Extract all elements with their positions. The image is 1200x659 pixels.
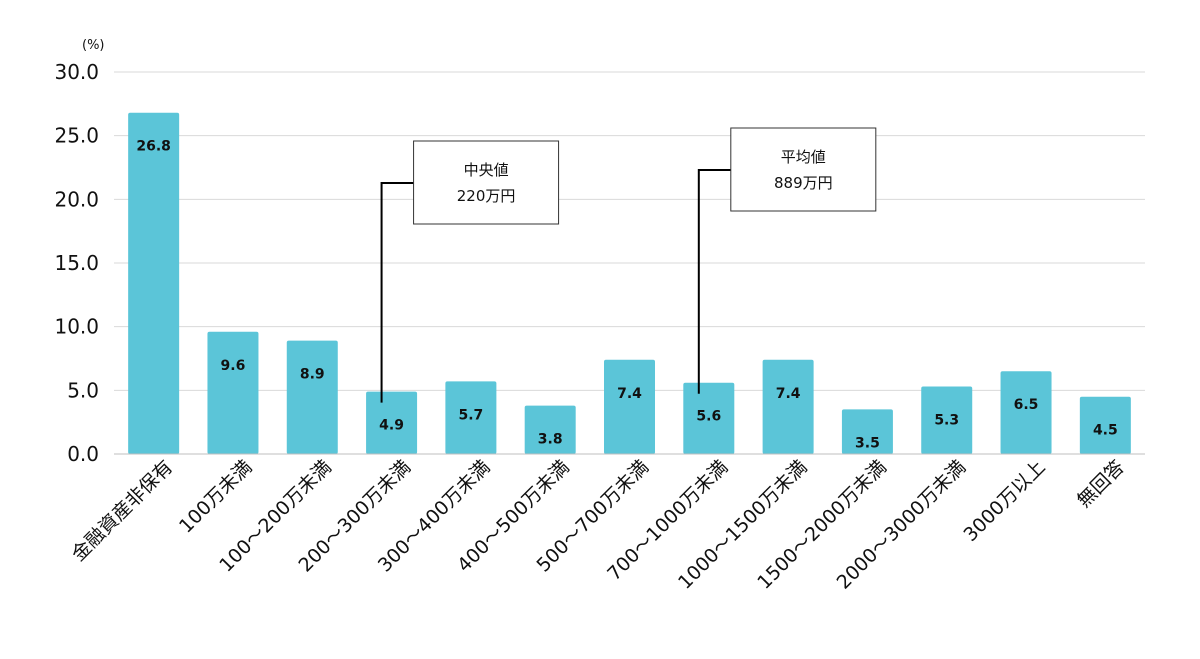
bar	[841, 409, 893, 454]
bar	[207, 331, 259, 454]
y-tick-label: 30.0	[54, 60, 99, 84]
callout-box	[413, 140, 560, 225]
y-tick-label: 10.0	[54, 315, 99, 339]
y-tick-label: 25.0	[54, 124, 99, 148]
callout-box	[730, 127, 877, 212]
data-label: 4.9	[379, 418, 404, 434]
data-label: 6.5	[1014, 397, 1039, 413]
data-label: 8.9	[300, 367, 325, 383]
bar	[128, 112, 180, 454]
callout-leader-line	[380, 182, 414, 403]
gridlines	[114, 71, 1145, 391]
y-axis-tick-labels: 0.0 5.0 10.0 15.0 20.0 25.0 30.0	[54, 60, 99, 466]
bar	[366, 391, 418, 454]
bar	[286, 340, 338, 454]
data-label: 7.4	[617, 386, 642, 402]
x-tick-label: 無回答	[1073, 456, 1129, 512]
y-tick-label: 20.0	[54, 187, 99, 211]
x-axis-tick-labels: 金融資産非保有100万未満100～200万未満200～300万未満300～400…	[68, 456, 1129, 594]
callout-title: 中央値	[464, 161, 509, 179]
x-tick-label: 100万未満	[175, 456, 257, 538]
data-label: 9.6	[221, 358, 246, 374]
data-label: 5.3	[934, 413, 959, 429]
data-label: 26.8	[136, 139, 171, 155]
data-label: 4.5	[1093, 423, 1118, 439]
x-tick-label: 金融資産非保有	[68, 456, 178, 566]
data-label: 5.6	[696, 409, 721, 425]
callout-leader-line	[697, 169, 731, 394]
data-label: 7.4	[776, 386, 801, 402]
bar	[604, 359, 655, 454]
callout-value: 220万円	[457, 187, 516, 205]
bar	[683, 382, 735, 454]
y-tick-label: 15.0	[54, 251, 99, 275]
callout-title: 平均値	[781, 148, 826, 166]
y-axis-unit-label: (%)	[82, 38, 105, 53]
y-tick-label: 5.0	[67, 378, 99, 402]
data-label: 3.8	[538, 432, 563, 448]
data-label: 5.7	[458, 407, 483, 423]
data-labels: 26.8 9.6 8.9 4.9 5.7 3.8 7.4 5.6 7.4 3.5 5.3 6.5 4.5	[136, 139, 1117, 452]
bar	[1000, 371, 1052, 454]
bar	[762, 359, 814, 454]
x-tick-label: 1000～1500万未満	[674, 456, 812, 594]
x-tick-label: 1500～2000万未満	[753, 456, 891, 594]
y-tick-label: 0.0	[67, 442, 99, 466]
bars	[128, 112, 1131, 454]
data-label: 3.5	[855, 435, 880, 451]
callout-annotations: 中央値 220万円 平均値 889万円	[380, 127, 877, 403]
bar	[1079, 396, 1131, 454]
bar	[921, 386, 973, 454]
bar	[445, 381, 497, 454]
x-tick-label: 3000万以上	[960, 456, 1050, 546]
bar	[524, 405, 576, 454]
x-tick-label: 2000～3000万未満	[833, 456, 971, 594]
callout-value: 889万円	[774, 174, 833, 192]
